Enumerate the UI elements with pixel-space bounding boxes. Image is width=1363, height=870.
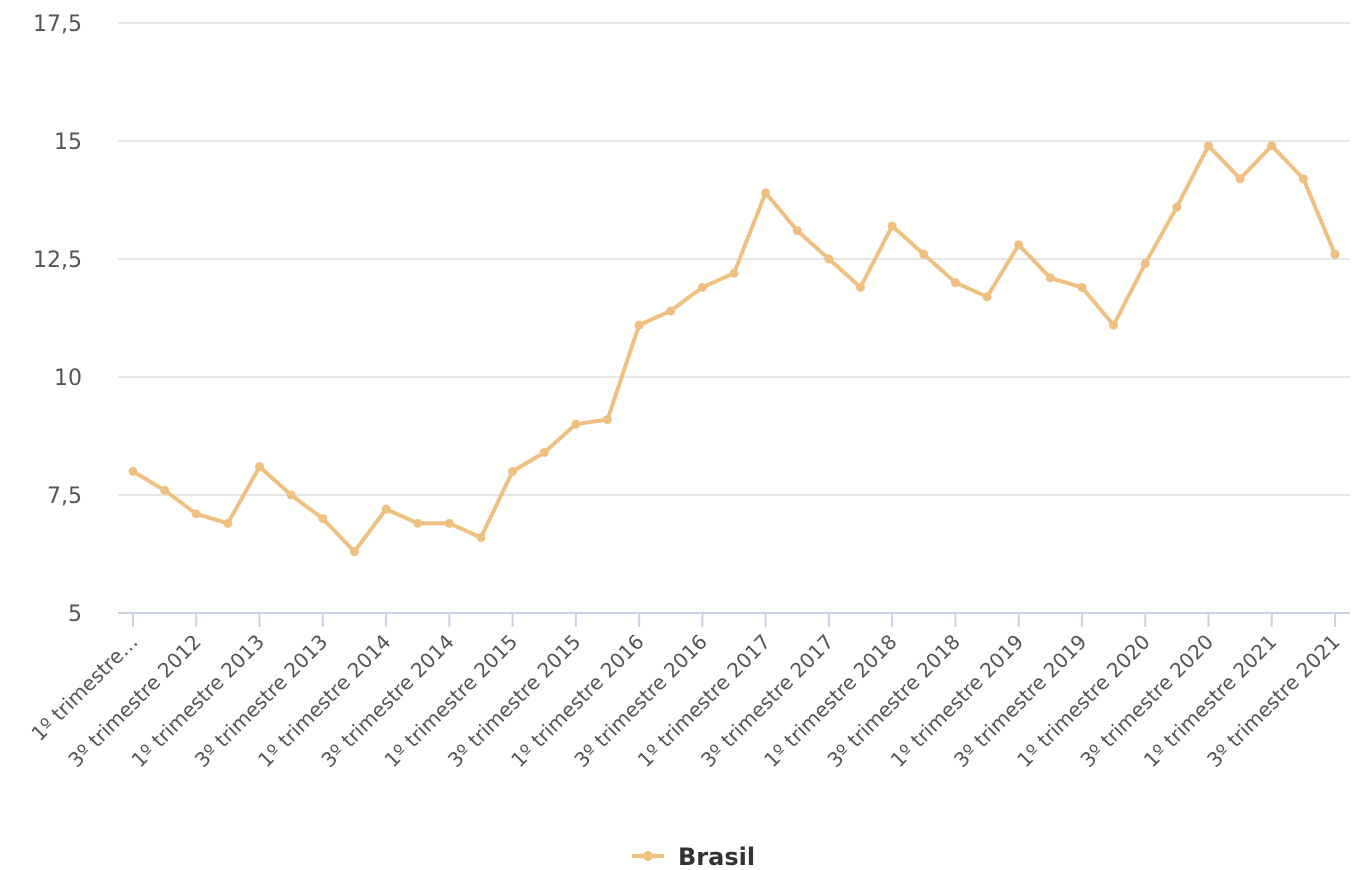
- data-point[interactable]: [666, 306, 676, 316]
- data-point[interactable]: [761, 188, 771, 198]
- data-point[interactable]: [571, 419, 581, 429]
- data-point[interactable]: [1045, 273, 1055, 283]
- data-point[interactable]: [919, 249, 929, 259]
- y-tick-label: 7,5: [47, 484, 82, 509]
- data-point[interactable]: [508, 466, 518, 476]
- data-point[interactable]: [1235, 174, 1245, 184]
- data-point[interactable]: [1172, 202, 1182, 212]
- x-tick-label: 1º trimestre…: [26, 630, 142, 746]
- y-tick-label: 12,5: [33, 248, 82, 273]
- data-point[interactable]: [128, 466, 138, 476]
- data-point[interactable]: [792, 226, 802, 236]
- data-point[interactable]: [1140, 259, 1150, 269]
- data-point[interactable]: [982, 292, 992, 302]
- data-point[interactable]: [697, 282, 707, 292]
- y-axis: 5 7,5 10 12,5 15 17,5: [33, 12, 82, 627]
- data-point[interactable]: [887, 221, 897, 231]
- data-point[interactable]: [286, 490, 296, 500]
- data-point[interactable]: [1014, 240, 1024, 250]
- data-point[interactable]: [444, 518, 454, 528]
- data-point[interactable]: [1077, 282, 1087, 292]
- data-point[interactable]: [160, 485, 170, 495]
- y-tick-label: 10: [54, 366, 82, 391]
- series-brasil: [128, 141, 1340, 557]
- data-point[interactable]: [1203, 141, 1213, 151]
- y-tick-label: 5: [68, 602, 82, 627]
- legend[interactable]: Brasil: [632, 843, 755, 870]
- data-point[interactable]: [1330, 249, 1340, 259]
- grid-lines: [118, 22, 1350, 496]
- data-point[interactable]: [539, 448, 549, 458]
- data-point[interactable]: [318, 514, 328, 524]
- data-point[interactable]: [413, 518, 423, 528]
- data-point[interactable]: [634, 320, 644, 330]
- data-point[interactable]: [729, 268, 739, 278]
- y-tick-label: 15: [54, 130, 82, 155]
- data-point[interactable]: [255, 462, 265, 472]
- data-point[interactable]: [349, 547, 359, 557]
- data-point[interactable]: [191, 509, 201, 519]
- data-point[interactable]: [856, 282, 866, 292]
- legend-label[interactable]: Brasil: [678, 843, 755, 870]
- series-line: [131, 143, 1337, 554]
- data-point[interactable]: [824, 254, 834, 264]
- data-point[interactable]: [1267, 141, 1277, 151]
- y-tick-label: 17,5: [33, 12, 82, 37]
- data-point[interactable]: [1298, 174, 1308, 184]
- data-point[interactable]: [1109, 320, 1119, 330]
- data-point[interactable]: [381, 504, 391, 514]
- legend-marker: [643, 851, 653, 861]
- data-point[interactable]: [950, 278, 960, 288]
- data-point[interactable]: [223, 518, 233, 528]
- data-point[interactable]: [476, 532, 486, 542]
- data-point[interactable]: [602, 414, 612, 424]
